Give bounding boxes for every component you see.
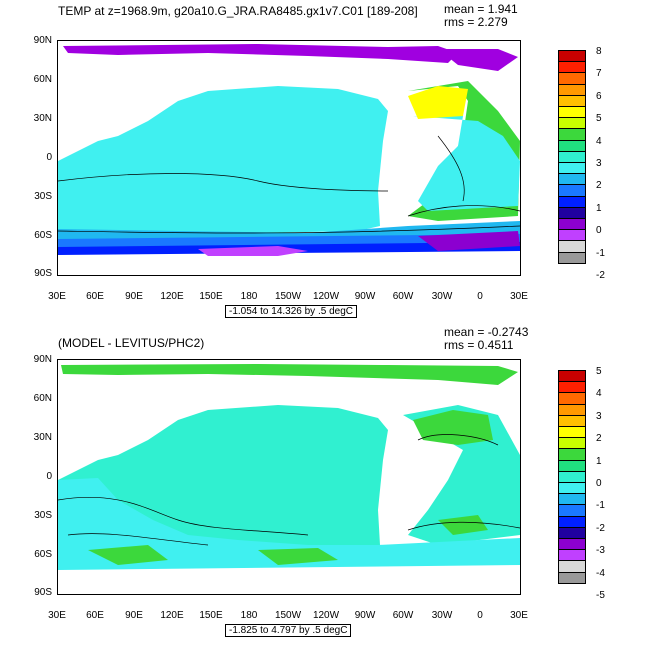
- x-tick: 90W: [354, 610, 376, 621]
- colorbar-label: 0: [596, 478, 602, 489]
- x-tick: 30W: [431, 291, 453, 302]
- x-tick: 60W: [392, 291, 414, 302]
- y-tick: 0: [46, 471, 52, 482]
- colorbar-label: -2: [596, 270, 605, 281]
- x-tick: 0: [477, 291, 483, 302]
- y-tick: 90N: [33, 354, 52, 365]
- y-tick: 90S: [34, 268, 52, 279]
- north-atlantic-warm: [413, 410, 493, 445]
- colorbar-label: 3: [596, 410, 602, 422]
- x-tick: 30E: [48, 610, 66, 621]
- map-field: [58, 364, 520, 570]
- contour-range-label: -1.054 to 14.326 by .5 degC: [225, 305, 357, 318]
- y-tick: 90S: [34, 587, 52, 598]
- panel-bottom: (MODEL - LEVITUS/PHC2) mean = -0.2743 rm…: [0, 320, 647, 647]
- y-tick: 30S: [34, 510, 52, 521]
- x-tick: 0: [477, 610, 483, 621]
- panel-top: TEMP at z=1968.9m, g20a10.G_JRA.RA8485.g…: [0, 0, 647, 320]
- colorbar-label: 8: [596, 46, 602, 57]
- y-tick: 30N: [33, 113, 52, 124]
- colorbar-label: 6: [596, 90, 602, 102]
- x-tick: 90E: [125, 610, 143, 621]
- y-tick: 90N: [33, 35, 52, 46]
- stat-mean: mean = 1.941: [444, 2, 518, 16]
- colorbar: 5 4 3 2 1 0 -1 -2 -3 -4 -5: [558, 366, 638, 601]
- x-tick: 150W: [274, 291, 302, 302]
- y-tick: 60N: [33, 393, 52, 404]
- colorbar-label: 1: [596, 455, 602, 467]
- stat-rms: rms = 2.279: [444, 15, 508, 29]
- stat-mean: mean = -0.2743: [444, 325, 529, 339]
- colorbar-label: 2: [596, 180, 602, 192]
- x-tick: 120E: [160, 610, 184, 621]
- x-tick: 150E: [199, 291, 223, 302]
- x-tick: 90W: [354, 291, 376, 302]
- map-field: [58, 44, 520, 256]
- y-tick: 60N: [33, 74, 52, 85]
- x-tick: 180: [240, 610, 258, 621]
- x-tick: 30E: [48, 291, 66, 302]
- map-plot: [57, 359, 521, 595]
- colorbar-label: 5: [596, 366, 602, 377]
- colorbar-label: -1: [596, 500, 605, 512]
- x-tick: 30W: [431, 610, 453, 621]
- chart-title: TEMP at z=1968.9m, g20a10.G_JRA.RA8485.g…: [58, 4, 418, 18]
- colorbar-label: 0: [596, 225, 602, 237]
- colorbar: 8 7 6 5 4 3 2 1 0 -1 -2: [558, 46, 638, 281]
- colorbar-label: 5: [596, 113, 602, 125]
- y-tick: 30S: [34, 191, 52, 202]
- x-tick: 30E: [510, 291, 528, 302]
- colorbar-label: 4: [596, 135, 602, 147]
- y-tick: 60S: [34, 230, 52, 241]
- x-tick: 150E: [199, 610, 223, 621]
- colorbar-label: -2: [596, 522, 605, 534]
- colorbar-label: -5: [596, 590, 605, 601]
- contour-range-label: -1.825 to 4.797 by .5 degC: [225, 624, 352, 637]
- arctic-field: [63, 44, 458, 63]
- y-tick: 60S: [34, 549, 52, 560]
- colorbar-swatch: [558, 251, 586, 264]
- colorbar-label: 2: [596, 433, 602, 445]
- x-tick: 60E: [86, 610, 104, 621]
- x-tick: 60W: [392, 610, 414, 621]
- x-tick: 180: [240, 291, 258, 302]
- x-tick: 30E: [510, 610, 528, 621]
- x-tick: 90E: [125, 291, 143, 302]
- stat-rms: rms = 0.4511: [444, 338, 514, 352]
- colorbar-label: 4: [596, 388, 602, 400]
- map-plot: [57, 40, 521, 276]
- indian-ocean-field: [58, 478, 520, 570]
- north-atlantic-warm: [408, 86, 468, 119]
- colorbar-swatch: [558, 571, 586, 584]
- arctic-field: [61, 364, 518, 385]
- x-tick: 120W: [312, 291, 340, 302]
- x-tick: 120E: [160, 291, 184, 302]
- x-tick: 60E: [86, 291, 104, 302]
- colorbar-label: -1: [596, 247, 605, 259]
- chart-title: (MODEL - LEVITUS/PHC2): [58, 336, 205, 350]
- y-tick: 0: [46, 152, 52, 163]
- x-tick: 150W: [274, 610, 302, 621]
- colorbar-label: 7: [596, 68, 602, 80]
- colorbar-label: -3: [596, 545, 605, 557]
- y-tick: 30N: [33, 432, 52, 443]
- colorbar-label: -4: [596, 567, 605, 579]
- southern-ocean-4: [198, 246, 308, 256]
- x-tick: 120W: [312, 610, 340, 621]
- colorbar-label: 3: [596, 158, 602, 169]
- colorbar-label: 1: [596, 202, 602, 214]
